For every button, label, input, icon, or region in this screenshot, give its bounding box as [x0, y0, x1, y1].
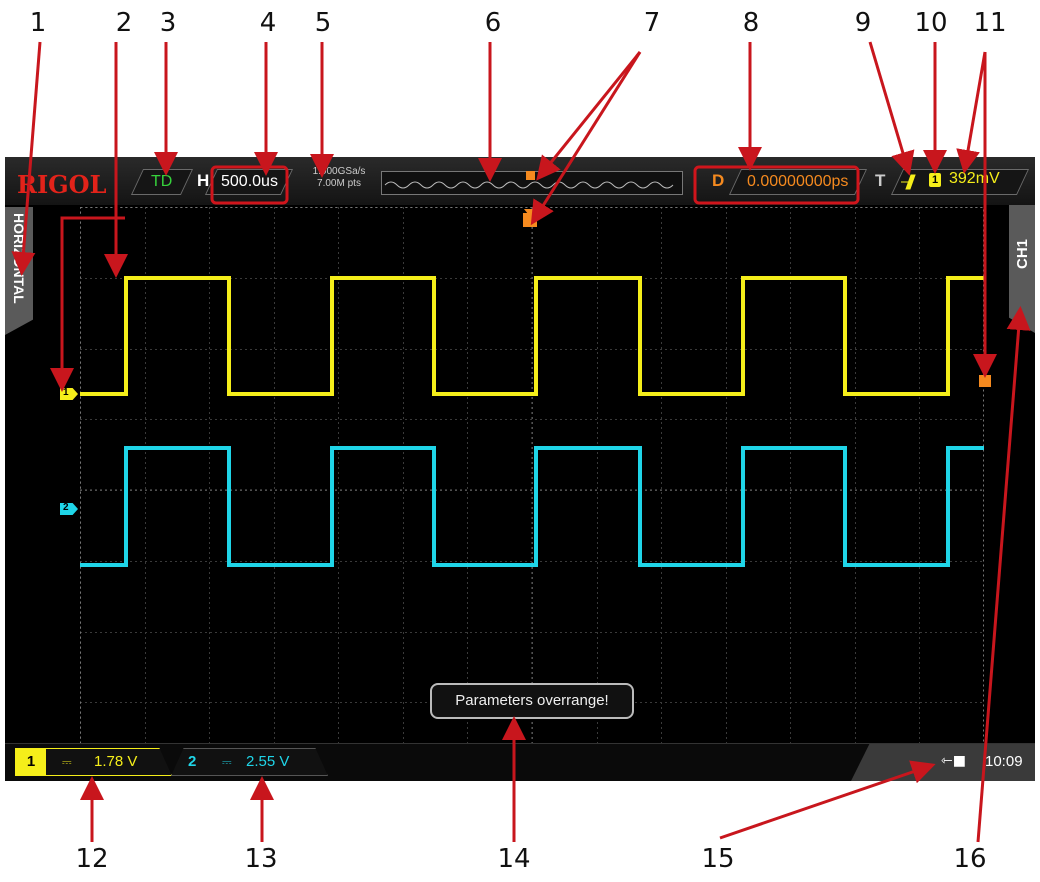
ch2-offset-marker-label: 2 [63, 502, 69, 513]
callout-2: 2 [115, 8, 133, 38]
trigger-level-marker-icon [979, 375, 991, 387]
arrow-7a [536, 51, 642, 181]
ch2-offset-marker[interactable]: 2 [60, 503, 78, 515]
callout-11: 11 [973, 8, 1007, 38]
arrow-1-bracket [60, 216, 125, 222]
ch2-number: 2 [188, 753, 197, 770]
callout-1: 1 [29, 8, 47, 38]
ch2-status[interactable]: 2 ⎓ 2.55 V [171, 748, 328, 776]
callout-8: 8 [742, 8, 760, 38]
ch1-number: 1 [16, 749, 46, 775]
ch1-coupling-icon: ⎓ [62, 755, 72, 769]
trigger-label: T [875, 171, 886, 190]
delay-highlight-box [693, 165, 860, 205]
arrow-1 [11, 41, 42, 276]
arrow-16 [976, 306, 1031, 843]
delay-label: D [712, 171, 725, 190]
callout-10: 10 [914, 8, 948, 38]
callout-5: 5 [314, 8, 332, 38]
arrow-9 [868, 41, 915, 176]
arrow-7b [530, 51, 642, 226]
ch1-status[interactable]: 1 ⎓ 1.78 V [15, 748, 172, 776]
ch1-waveform [80, 276, 984, 396]
oscilloscope-display: RIGOL TD H 500.0us 1.000GSa/s 7.00M pts … [5, 157, 1035, 781]
timebase-highlight-box [210, 165, 289, 205]
horizontal-label: H [197, 171, 210, 190]
trigger-edge-rising-icon [901, 174, 916, 190]
callout-15: 15 [701, 844, 735, 874]
callout-9: 9 [854, 8, 872, 38]
message-text: Parameters overrange! [455, 692, 609, 709]
waveform-grid [80, 207, 985, 774]
arrow-15 [719, 760, 936, 840]
callout-12: 12 [75, 844, 109, 874]
callout-14: 14 [497, 844, 531, 874]
message-box: Parameters overrange! [430, 683, 634, 719]
ch2-scale: 2.55 V [246, 753, 290, 770]
callout-4: 4 [259, 8, 277, 38]
memory-overview-waveform [384, 181, 674, 189]
callout-3: 3 [159, 8, 177, 38]
trigger-level: 392mV [949, 170, 1000, 187]
ch1-offset-marker-label: 1 [63, 387, 69, 398]
callout-7: 7 [643, 8, 661, 38]
callout-6: 6 [484, 8, 502, 38]
arrow-11a [956, 51, 987, 174]
status-bar-bottom: 1 ⎓ 1.78 V 2 ⎓ 2.55 V ⇽■ 10:09 [5, 743, 1035, 781]
usb-icon: ⇽■ [941, 753, 966, 769]
memory-depth: 7.00M pts [317, 178, 361, 189]
waveform-area[interactable] [80, 207, 985, 774]
rigol-logo: RIGOL [17, 170, 107, 199]
trigger-source: 1 [929, 173, 941, 187]
memory-trigger-marker-icon [526, 171, 535, 180]
ch2-coupling-icon: ⎓ [222, 755, 232, 769]
callout-16: 16 [953, 844, 987, 874]
system-tray: ⇽■ 10:09 [851, 744, 1035, 781]
callout-13: 13 [244, 844, 278, 874]
ch1-scale: 1.78 V [94, 753, 138, 770]
sample-rate: 1.000GSa/s [312, 166, 366, 177]
ch2-waveform [80, 446, 984, 567]
clock: 10:09 [985, 753, 1023, 770]
